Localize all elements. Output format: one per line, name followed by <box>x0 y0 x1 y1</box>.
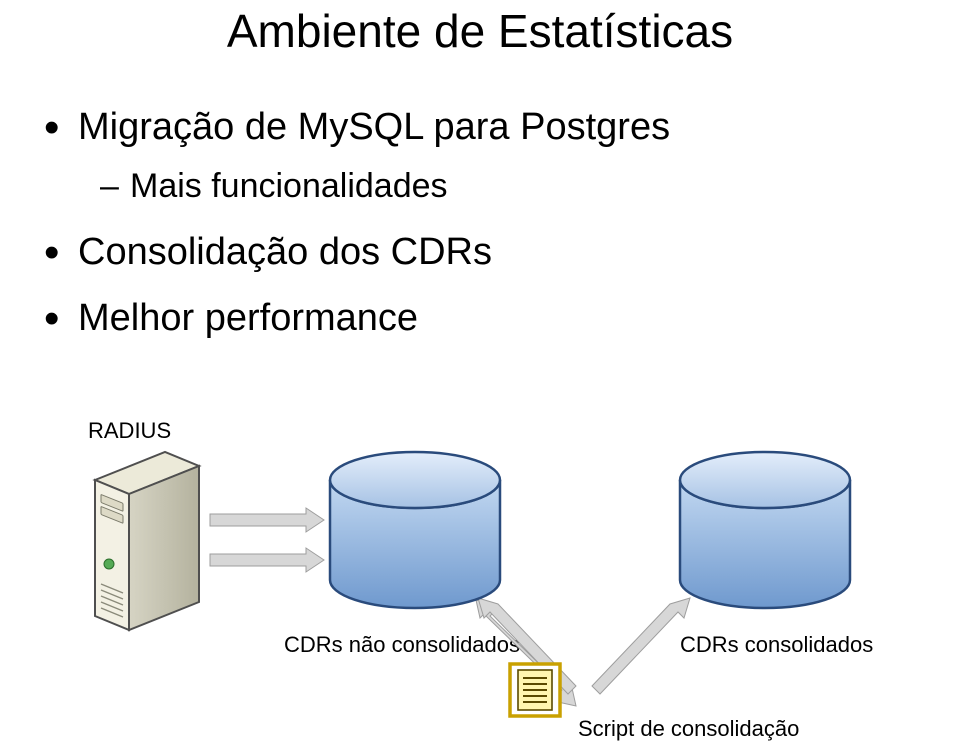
slide-title: Ambiente de Estatísticas <box>0 4 960 58</box>
cdrs-consolidated-label: CDRs consolidados <box>680 632 873 658</box>
bullet-3: Melhor performance <box>44 287 670 351</box>
bullet-list: Migração de MySQL para Postgres Mais fun… <box>44 96 670 353</box>
script-icon <box>510 664 560 716</box>
script-label: Script de consolidação <box>578 716 799 742</box>
bullet-1-sub: Mais funcionalidades <box>100 162 670 211</box>
radius-label: RADIUS <box>88 418 171 444</box>
database-icon-1 <box>330 452 500 608</box>
server-icon <box>95 452 199 630</box>
database-icon-2 <box>680 452 850 608</box>
arrow-server-db1-top <box>210 508 324 532</box>
bullet-2: Consolidação dos CDRs <box>44 221 670 285</box>
arrow-server-db1-bottom <box>210 548 324 572</box>
bullet-1: Migração de MySQL para Postgres <box>44 96 670 160</box>
v-arrow-right <box>592 598 690 694</box>
slide: Ambiente de Estatísticas Migração de MyS… <box>0 0 960 751</box>
cdrs-unconsolidated-label: CDRs não consolidados <box>284 632 520 658</box>
